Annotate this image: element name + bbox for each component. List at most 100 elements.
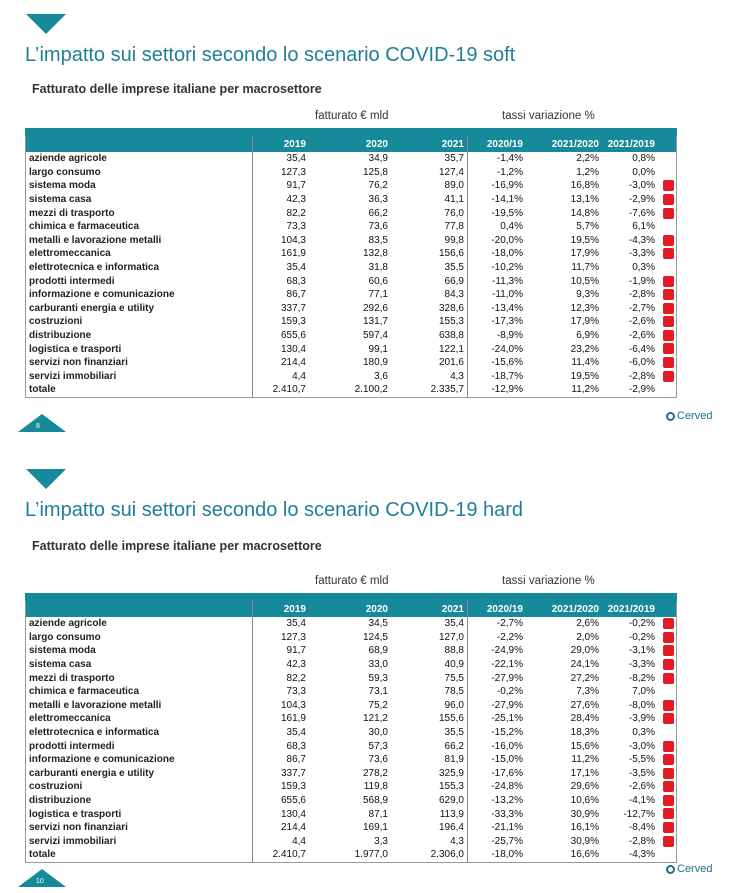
cell: -3,3% (628, 248, 655, 260)
red-marker (663, 302, 674, 314)
cell: 11,2% (571, 754, 599, 766)
sector-name: elettromeccanica (25, 247, 253, 261)
cell: 35,4 (286, 262, 306, 274)
cell: -0,2% (496, 686, 523, 698)
cell: -3,3% (628, 659, 655, 671)
slide-title: L’impatto sui settori secondo lo scenari… (25, 499, 524, 521)
cell: 75,5 (391, 671, 468, 685)
cell: 84,3 (391, 287, 468, 302)
marker-cell (658, 794, 677, 808)
cell: 155,6 (391, 712, 468, 726)
cell: -18,0% (491, 849, 523, 861)
cell: 35,4 (286, 727, 306, 739)
header-cell: 2021/2019 (602, 593, 658, 617)
cell: 99,8 (391, 233, 468, 248)
cell: 4,3 (391, 834, 468, 849)
cell: 104,3 (280, 699, 306, 711)
cell: 68,3 (286, 275, 306, 287)
cell: 0,4% (500, 221, 523, 233)
cell: -17,6% (491, 767, 523, 779)
sector-name: totale (25, 848, 253, 863)
cell: -3,1% (628, 645, 655, 657)
cell: -21,1% (491, 822, 523, 834)
cell: 0,3% (632, 727, 655, 739)
cell: -25,7% (491, 835, 523, 847)
cell: 10,5% (570, 275, 599, 287)
cell: 328,6 (391, 301, 468, 316)
cell: 28,4% (570, 713, 599, 725)
cell: -8,0% (628, 699, 655, 711)
cell: 124,5 (362, 631, 388, 643)
cell: 638,8 (391, 328, 468, 343)
cell: -13,2% (491, 795, 523, 807)
red-marker (663, 658, 674, 670)
header-cell: 2021 (391, 128, 468, 152)
table-row: servizi immobiliari 4,4 3,3 4,3 -25,7% 30,9% -… (25, 834, 677, 849)
cell: 27,2% (570, 672, 599, 684)
table-row: aziende agricole 35,4 34,9 35,7 -1,4% 2,2% 0,8… (25, 152, 677, 166)
sector-name: sistema moda (25, 644, 253, 658)
header-cell: 2021/2020 (526, 593, 602, 617)
marker-cell (658, 835, 677, 849)
cell: -8,4% (628, 822, 655, 834)
sector-name: largo consumo (25, 630, 253, 645)
cell: 16,1% (570, 822, 599, 834)
header-cell: 2021 (391, 593, 468, 617)
cell: 1,2% (576, 166, 599, 178)
marker-cell (658, 767, 677, 781)
table-row: elettrotecnica e informatica 35,4 31,8 35,5… (25, 260, 677, 275)
cell: -4,3% (628, 849, 655, 861)
cell: 119,8 (363, 781, 388, 793)
red-marker (663, 275, 674, 287)
cell: 156,6 (391, 247, 468, 261)
cell: 86,7 (286, 289, 306, 301)
cell: 87,1 (368, 808, 388, 820)
red-marker (663, 316, 674, 328)
cell: 12,3% (570, 302, 599, 314)
cell: 30,0 (368, 727, 388, 739)
cell: 23,2% (570, 343, 599, 355)
marker-cell (658, 807, 677, 821)
cell: -19,5% (491, 207, 523, 219)
table-row: sistema casa 42,3 33,0 40,9 -22,1% 24,1% -3,3% (25, 657, 677, 672)
slide: L’impatto sui settori secondo lo scenari… (0, 0, 733, 432)
red-marker (663, 781, 674, 793)
red-marker (663, 234, 674, 246)
sector-name: sistema casa (25, 192, 253, 207)
cell: -8,9% (496, 330, 523, 342)
table-row: logistica e trasporti 130,4 99,1 122,1 -24,0… (25, 342, 677, 356)
table-row: servizi non finanziari 214,4 180,9 201,6 -15… (25, 355, 677, 370)
cell: -2,8% (628, 370, 655, 382)
slide-subtitle: Fatturato delle imprese italiane per mac… (32, 82, 322, 96)
cell: 30,9% (570, 835, 599, 847)
table-row: totale 2.410,7 2.100,2 2.335,7 -12,9% 11,2% -2… (25, 383, 677, 398)
red-marker (663, 808, 674, 820)
red-marker (663, 343, 674, 355)
sector-name: metalli e lavorazione metalli (25, 698, 253, 713)
cell: -2,6% (628, 316, 655, 328)
sector-name: servizi immobiliari (25, 834, 253, 849)
red-marker (663, 754, 674, 766)
cell: 68,3 (286, 740, 306, 752)
marker-cell (658, 726, 677, 740)
cell: -0,2% (628, 618, 655, 630)
cell: 130,4 (280, 343, 306, 355)
marker-cell (658, 329, 677, 343)
cell: 91,7 (286, 180, 306, 192)
cell: 201,6 (391, 355, 468, 370)
cell: 35,7 (391, 152, 468, 166)
cell: -20,0% (491, 234, 523, 246)
cell: 81,9 (391, 752, 468, 767)
red-marker (663, 631, 674, 643)
data-table: 2019 2020 2021 2020/19 2021/2020 2021/2019 azi… (25, 593, 677, 863)
table-row: mezzi di trasporto 82,2 66,2 76,0 -19,5% 14,8… (25, 206, 677, 220)
cell: 42,3 (286, 194, 306, 206)
sector-name: carburanti energia e utility (25, 766, 253, 781)
cell: -3,0% (628, 180, 655, 192)
cell: 17,9% (570, 316, 599, 328)
cell: -16,0% (491, 740, 523, 752)
cell: 113,9 (391, 807, 468, 821)
cell: 10,6% (570, 795, 599, 807)
cell: -16,9% (491, 180, 523, 192)
